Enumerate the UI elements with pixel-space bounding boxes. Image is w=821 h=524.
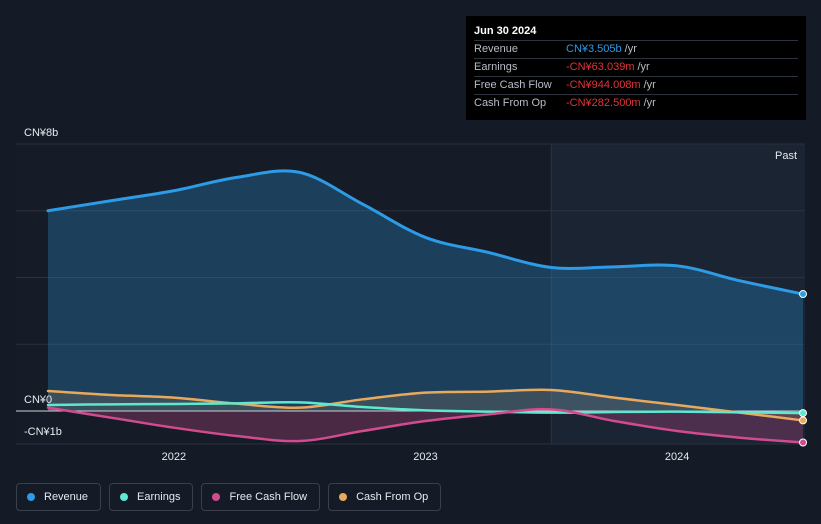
legend-item-earnings[interactable]: Earnings — [109, 483, 194, 511]
tooltip-row-cash-from-op: Cash From Op -CN¥282.500m /yr — [474, 94, 798, 112]
area-cash-from-op — [48, 389, 803, 421]
legend-label: Revenue — [44, 491, 89, 503]
tooltip-label: Free Cash Flow — [474, 79, 552, 91]
area-revenue — [48, 170, 803, 411]
tooltip-value: -CN¥63.039m — [566, 61, 635, 73]
tooltip-value: -CN¥944.008m — [566, 79, 641, 91]
series-end-marker-free-cash-flow — [799, 438, 807, 447]
tooltip-unit: /yr — [624, 43, 637, 55]
tooltip-unit: /yr — [637, 61, 650, 73]
tooltip-row-revenue: Revenue CN¥3.505b /yr — [474, 40, 798, 58]
series-line-earnings — [46, 400, 805, 415]
series-end-marker-cash-from-op — [799, 416, 807, 425]
series-line-free-cash-flow — [46, 406, 805, 444]
tooltip-unit: /yr — [643, 97, 656, 109]
legend-dot-icon — [27, 493, 35, 501]
past-region-label: Past — [774, 150, 797, 162]
x-tick-label: 2024 — [664, 451, 690, 463]
x-tick-label: 2022 — [161, 451, 187, 463]
legend-dot-icon — [120, 493, 129, 501]
legend-item-revenue[interactable]: Revenue — [16, 483, 102, 511]
legend-label: Free Cash Flow — [229, 491, 308, 503]
tooltip-value: -CN¥282.500m — [566, 97, 641, 109]
y-tick-label: CN¥8b — [24, 127, 59, 139]
legend-label: Cash From Op — [356, 491, 429, 503]
legend: Revenue Earnings Free Cash Flow Cash Fro… — [16, 483, 442, 511]
series-line-cash-from-op — [46, 388, 805, 422]
tooltip: Jun 30 2024 Revenue CN¥3.505b /yr Earnin… — [466, 16, 806, 120]
tooltip-label: Cash From Op — [474, 97, 547, 109]
tooltip-label: Earnings — [474, 61, 518, 73]
legend-item-free-cash-flow[interactable]: Free Cash Flow — [201, 483, 321, 511]
tooltip-date: Jun 30 2024 — [474, 25, 537, 37]
tooltip-row-free-cash-flow: Free Cash Flow -CN¥944.008m /yr — [474, 76, 798, 94]
series-end-marker-earnings — [799, 409, 807, 418]
y-tick-label: -CN¥1b — [24, 426, 62, 438]
legend-dot-icon — [212, 493, 221, 501]
tooltip-row-earnings: Earnings -CN¥63.039m /yr — [474, 58, 798, 76]
legend-item-cash-from-op[interactable]: Cash From Op — [328, 483, 442, 511]
x-tick-label: 2023 — [413, 451, 438, 463]
area-free-cash-flow — [48, 407, 803, 443]
tooltip-value: CN¥3.505b — [566, 43, 622, 55]
series-end-marker-revenue — [799, 290, 807, 299]
series-line-revenue — [46, 169, 805, 296]
tooltip-unit: /yr — [643, 79, 656, 91]
tooltip-label: Revenue — [474, 43, 519, 55]
legend-label: Earnings — [137, 491, 181, 503]
legend-dot-icon — [339, 493, 348, 501]
y-tick-label: CN¥0 — [24, 394, 53, 406]
